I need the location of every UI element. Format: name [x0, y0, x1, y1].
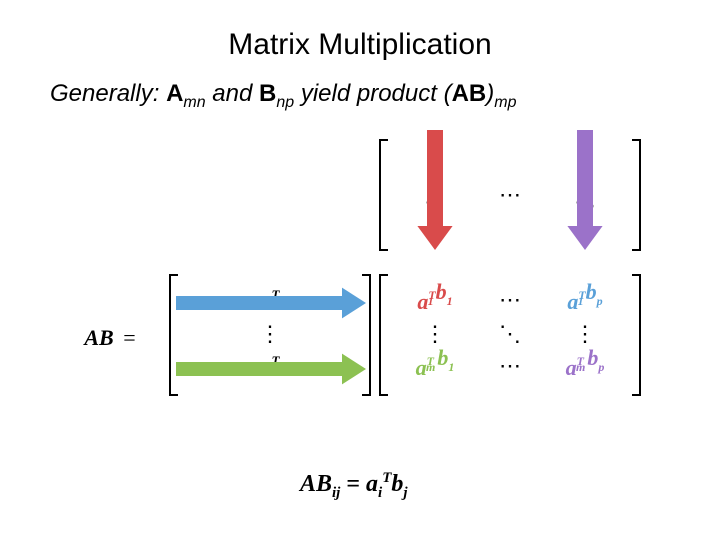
svg-text:aT1bp: aT1bp [567, 279, 602, 314]
page-title: Matrix Multiplication [0, 28, 720, 62]
formula-bsub: j [403, 485, 407, 501]
svg-text:⋮: ⋮ [259, 321, 281, 346]
subtitle-AB: AB [452, 80, 487, 107]
subtitle-subAB: mp [494, 94, 516, 111]
subtitle-lead: Generally: [50, 80, 166, 107]
subtitle-mid2: yield product ( [294, 80, 451, 107]
formula-asub: i [378, 485, 382, 501]
svg-text:⋱: ⋱ [499, 321, 521, 346]
svg-text:⋮: ⋮ [574, 321, 596, 346]
formula-a: a [366, 471, 378, 497]
subtitle-B: B [259, 80, 276, 107]
svg-text:⋯: ⋯ [499, 287, 521, 312]
subtitle: Generally: Amn and Bnp yield product (AB… [50, 80, 516, 112]
formula-asup: T [382, 470, 391, 486]
subtitle-subB: np [276, 94, 294, 111]
svg-text:⋯: ⋯ [499, 182, 521, 207]
diagram-stage: ||||b1⋯bpAB =————aT1⋮aTmaT1b1aT1bpaTmb1a… [40, 130, 680, 510]
svg-text:aT1b1: aT1b1 [417, 279, 452, 314]
formula-eq: = [340, 471, 366, 497]
subtitle-A: A [166, 80, 183, 107]
svg-text:aTmbp: aTmbp [566, 345, 605, 380]
svg-text:⋯: ⋯ [499, 353, 521, 378]
subtitle-subA: mn [183, 94, 205, 111]
svg-text:aTmb1: aTmb1 [416, 345, 455, 380]
subtitle-mid1: and [206, 80, 259, 107]
formula-lhs-AB: AB [300, 471, 332, 497]
diagram-svg: ||||b1⋯bpAB =————aT1⋮aTmaT1b1aT1bpaTmb1a… [40, 130, 680, 510]
svg-text:⋮: ⋮ [424, 321, 446, 346]
svg-text:AB =: AB = [82, 325, 135, 350]
bottom-formula: ABij = aiTbj [300, 470, 408, 502]
formula-b: b [391, 471, 403, 497]
